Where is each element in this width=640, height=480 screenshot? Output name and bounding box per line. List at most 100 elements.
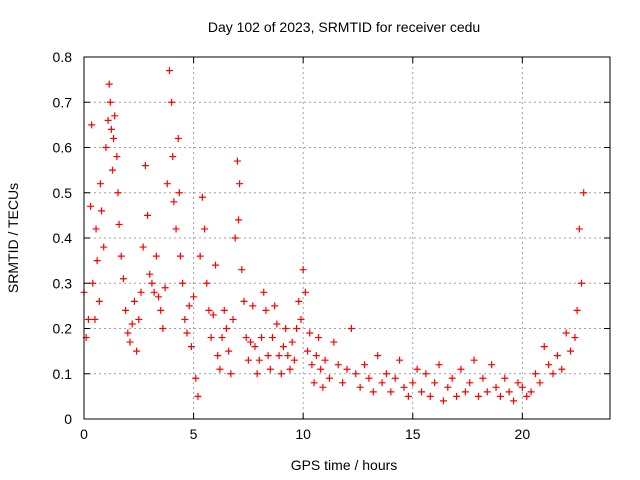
data-point: [148, 279, 156, 287]
data-point: [222, 325, 230, 332]
data-point: [198, 193, 206, 201]
data-point: [553, 352, 561, 360]
data-point: [144, 211, 152, 219]
data-point: [84, 315, 92, 323]
data-point: [113, 153, 121, 161]
data-point: [578, 279, 586, 287]
data-point: [105, 80, 113, 88]
data-point: [277, 370, 285, 378]
data-point: [242, 334, 250, 342]
data-point: [545, 361, 553, 369]
data-point: [146, 270, 154, 278]
data-point: [492, 383, 500, 391]
data-point: [308, 361, 316, 369]
data-point: [439, 397, 447, 405]
data-point: [124, 329, 132, 337]
data-point: [312, 352, 320, 360]
data-point: [163, 180, 171, 188]
data-point: [260, 288, 268, 296]
data-point: [483, 388, 491, 396]
y-tick-label: 0.1: [53, 366, 73, 382]
data-point: [297, 315, 305, 323]
grid-layer: [84, 57, 610, 419]
data-point: [382, 370, 390, 378]
data-point: [122, 306, 130, 314]
data-point: [87, 202, 95, 210]
data-point: [536, 379, 544, 387]
data-point: [352, 370, 360, 378]
data-point: [233, 157, 241, 165]
data-point: [339, 379, 347, 387]
data-point: [470, 356, 478, 364]
data-point: [98, 207, 106, 215]
data-point: [540, 343, 548, 351]
data-point: [201, 225, 209, 233]
data-point: [279, 343, 287, 351]
data-point: [175, 189, 183, 197]
data-point: [580, 189, 588, 197]
data-point: [293, 325, 301, 332]
data-point: [174, 134, 182, 142]
data-point: [231, 234, 239, 242]
data-point: [573, 306, 581, 314]
data-point: [286, 365, 294, 373]
data-point: [567, 347, 575, 355]
data-point: [282, 325, 290, 332]
data-point: [240, 297, 248, 305]
data-point: [192, 374, 200, 382]
data-point: [244, 356, 252, 364]
data-point: [104, 116, 112, 124]
data-point: [96, 180, 104, 188]
y-tick-label: 0.8: [53, 49, 73, 65]
data-point: [249, 302, 257, 310]
data-point: [444, 383, 452, 391]
data-point: [130, 297, 138, 305]
data-point: [304, 347, 312, 355]
data-point: [527, 388, 535, 396]
data-point: [347, 325, 355, 332]
data-point: [258, 334, 266, 342]
data-point: [562, 329, 570, 337]
data-point: [253, 370, 261, 378]
data-point: [176, 252, 184, 260]
data-point: [203, 279, 211, 287]
data-point: [413, 365, 421, 373]
data-point: [461, 388, 469, 396]
data-point: [275, 352, 283, 360]
data-point: [369, 388, 377, 396]
data-point: [271, 302, 279, 310]
y-tick-label: 0.5: [53, 185, 73, 201]
data-point: [179, 279, 187, 287]
data-point: [330, 338, 338, 346]
data-point: [185, 302, 193, 310]
data-point: [190, 293, 198, 301]
data-point: [505, 388, 513, 396]
data-point: [301, 288, 309, 296]
data-point: [128, 320, 136, 328]
data-point: [225, 347, 233, 355]
y-tick-label: 0.2: [53, 321, 73, 337]
data-point: [157, 306, 165, 314]
data-point: [315, 334, 323, 342]
data-point: [95, 297, 103, 305]
y-tick-label: 0.3: [53, 275, 73, 291]
data-point: [501, 374, 509, 382]
data-point: [431, 379, 439, 387]
data-point: [400, 383, 408, 391]
data-point: [119, 275, 127, 283]
data-point: [317, 365, 325, 373]
data-point: [238, 266, 246, 274]
data-point: [448, 374, 456, 382]
chart-title: Day 102 of 2023, SRMTID for receiver ced…: [208, 19, 480, 35]
data-point: [374, 352, 382, 360]
data-point: [114, 189, 122, 197]
data-point: [236, 180, 244, 188]
data-point: [466, 379, 474, 387]
data-point: [321, 356, 329, 364]
data-point: [343, 365, 351, 373]
y-tick-label: 0.7: [53, 94, 73, 110]
data-point: [365, 374, 373, 382]
data-point: [212, 261, 219, 269]
